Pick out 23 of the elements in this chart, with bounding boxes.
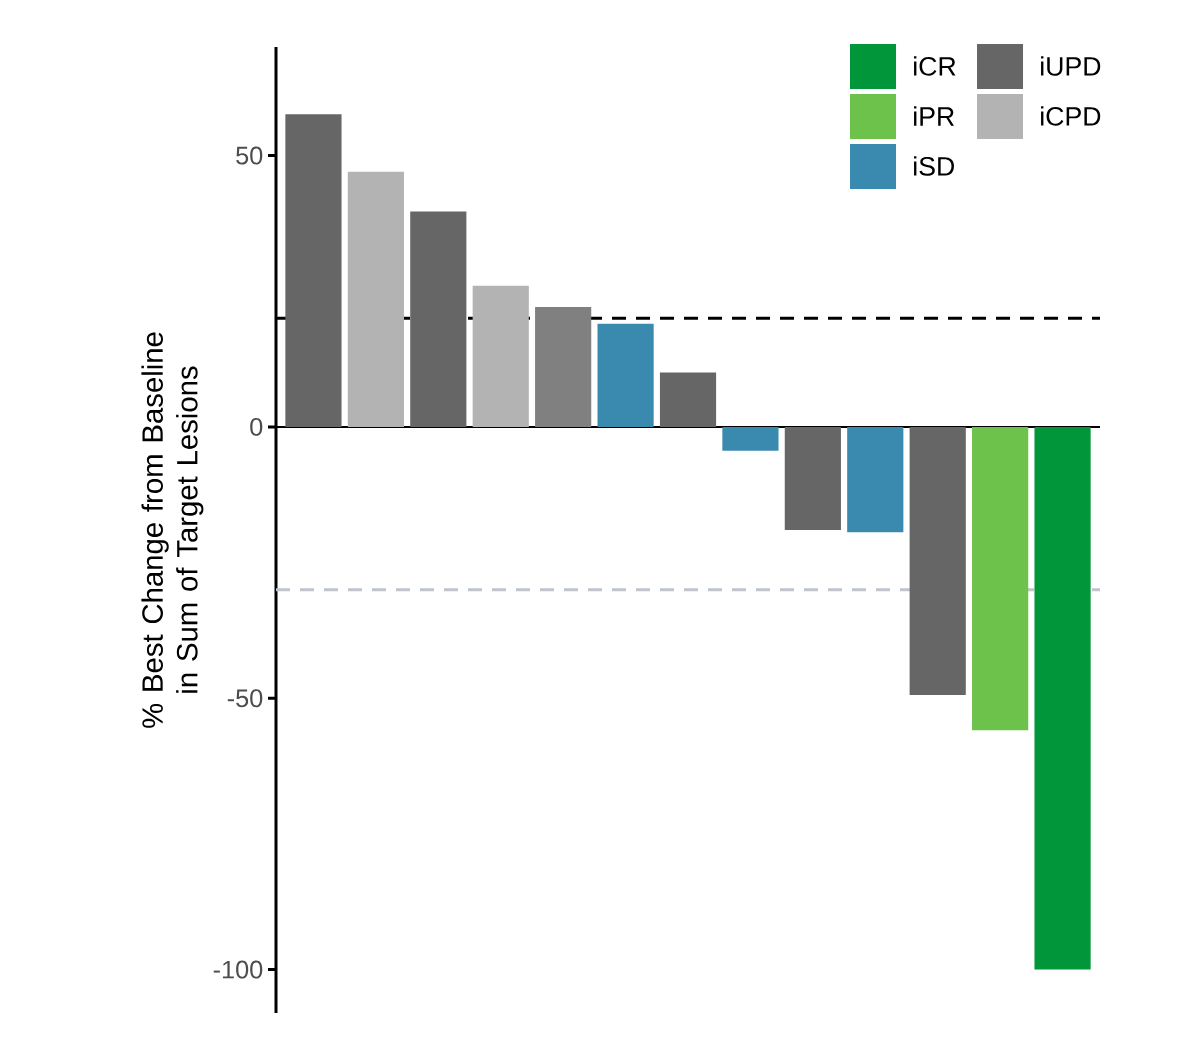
- legend-label: iCPD: [1041, 106, 1101, 126]
- legend-label: iCR: [914, 56, 956, 76]
- bar: [784, 426, 841, 530]
- bar: [597, 323, 654, 427]
- legend-label: iPR: [914, 106, 955, 126]
- bar: [347, 171, 404, 427]
- legend-label: iSD: [914, 156, 954, 176]
- bar: [285, 114, 342, 427]
- bar: [909, 426, 966, 695]
- y-axis-title: % Best Change from Baseline in Sum of Target Lesions: [141, 332, 204, 728]
- bar: [722, 426, 779, 451]
- bar: [410, 211, 467, 427]
- y-tick-label: 50: [236, 146, 263, 165]
- bar: [535, 306, 592, 427]
- y-tick-label: 0: [250, 417, 263, 436]
- y-tick-label: -100: [213, 960, 263, 979]
- legend-label: iUPD: [1041, 56, 1101, 76]
- y-tick-label: -50: [227, 689, 263, 708]
- bar: [659, 372, 717, 427]
- bar: [972, 426, 1029, 731]
- bar: [847, 426, 904, 533]
- bar: [472, 285, 529, 427]
- bar: [1034, 426, 1091, 970]
